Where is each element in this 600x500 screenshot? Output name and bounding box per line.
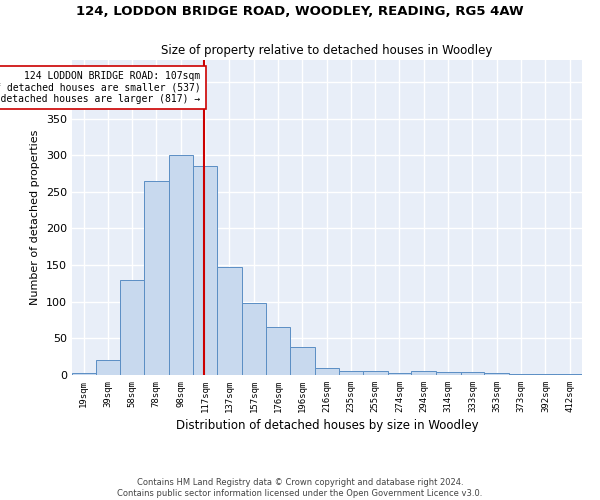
Bar [363, 372, 388, 375]
Bar [120, 280, 144, 375]
Bar [72, 373, 95, 375]
Text: Contains HM Land Registry data © Crown copyright and database right 2024.
Contai: Contains HM Land Registry data © Crown c… [118, 478, 482, 498]
Bar [314, 368, 340, 375]
Bar [411, 372, 436, 375]
Bar [509, 374, 534, 375]
Bar [484, 373, 509, 375]
Text: 124 LODDON BRIDGE ROAD: 107sqm
← 39% of detached houses are smaller (537)
60% of: 124 LODDON BRIDGE ROAD: 107sqm ← 39% of … [0, 71, 201, 104]
X-axis label: Distribution of detached houses by size in Woodley: Distribution of detached houses by size … [176, 419, 478, 432]
Bar [436, 372, 461, 375]
Y-axis label: Number of detached properties: Number of detached properties [31, 130, 40, 305]
Bar [144, 181, 169, 375]
Bar [534, 374, 557, 375]
Bar [290, 347, 314, 375]
Title: Size of property relative to detached houses in Woodley: Size of property relative to detached ho… [161, 44, 493, 58]
Bar [461, 372, 484, 375]
Bar [169, 155, 193, 375]
Bar [242, 303, 266, 375]
Bar [557, 374, 582, 375]
Bar [217, 268, 242, 375]
Bar [340, 372, 363, 375]
Bar [388, 373, 411, 375]
Bar [193, 166, 217, 375]
Bar [266, 328, 290, 375]
Bar [95, 360, 120, 375]
Text: 124, LODDON BRIDGE ROAD, WOODLEY, READING, RG5 4AW: 124, LODDON BRIDGE ROAD, WOODLEY, READIN… [76, 5, 524, 18]
